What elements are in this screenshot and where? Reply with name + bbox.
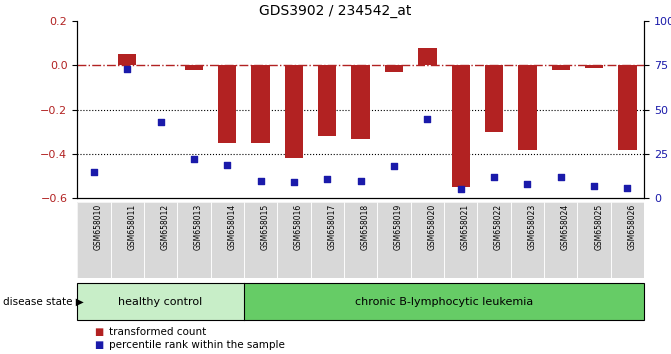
Text: GSM658019: GSM658019 (394, 204, 403, 250)
Bar (118, 55, 136, 65)
Text: GSM658025: GSM658025 (594, 204, 603, 250)
Bar (385, 65, 403, 72)
Point (389, 164, 399, 169)
Point (322, 176, 333, 182)
Bar (485, 65, 503, 132)
Bar (418, 48, 437, 65)
Point (556, 174, 566, 180)
Bar (352, 65, 370, 138)
Point (255, 178, 266, 183)
Bar (618, 65, 637, 149)
Bar (318, 65, 336, 136)
Point (488, 174, 499, 180)
Text: healthy control: healthy control (118, 297, 203, 307)
Text: GSM658018: GSM658018 (361, 204, 370, 250)
Bar (285, 65, 303, 159)
Text: GSM658022: GSM658022 (494, 204, 503, 250)
Text: GSM658012: GSM658012 (160, 204, 170, 250)
Point (456, 187, 466, 192)
Point (155, 119, 166, 125)
Bar (585, 65, 603, 68)
Point (622, 185, 633, 190)
Text: percentile rank within the sample: percentile rank within the sample (109, 340, 285, 350)
Bar (518, 65, 537, 149)
Text: GSM658021: GSM658021 (461, 204, 470, 250)
Bar (218, 65, 236, 143)
Text: disease state ▶: disease state ▶ (3, 297, 84, 307)
Text: ■: ■ (94, 340, 103, 350)
Bar (252, 65, 270, 143)
Text: GSM658023: GSM658023 (527, 204, 536, 250)
Text: GSM658024: GSM658024 (561, 204, 570, 250)
Text: GSM658014: GSM658014 (227, 204, 236, 250)
Point (189, 156, 199, 162)
Text: GSM658017: GSM658017 (327, 204, 336, 250)
Bar (185, 65, 203, 70)
Text: GSM658016: GSM658016 (294, 204, 303, 250)
Bar (452, 65, 470, 187)
Text: ■: ■ (94, 327, 103, 337)
Point (289, 179, 299, 185)
Point (522, 181, 533, 187)
Point (89, 169, 99, 175)
Text: GSM658011: GSM658011 (127, 204, 136, 250)
Text: GSM658015: GSM658015 (260, 204, 270, 250)
Text: GSM658013: GSM658013 (194, 204, 203, 250)
Point (356, 178, 366, 183)
Text: GSM658026: GSM658026 (627, 204, 637, 250)
Point (422, 116, 433, 121)
Text: GSM658010: GSM658010 (94, 204, 103, 250)
Point (222, 162, 233, 167)
Text: transformed count: transformed count (109, 327, 206, 337)
Text: GSM658020: GSM658020 (427, 204, 436, 250)
Text: chronic B-lymphocytic leukemia: chronic B-lymphocytic leukemia (355, 297, 533, 307)
Point (122, 66, 133, 72)
Bar (552, 65, 570, 70)
Text: GDS3902 / 234542_at: GDS3902 / 234542_at (259, 4, 412, 18)
Point (588, 183, 599, 189)
